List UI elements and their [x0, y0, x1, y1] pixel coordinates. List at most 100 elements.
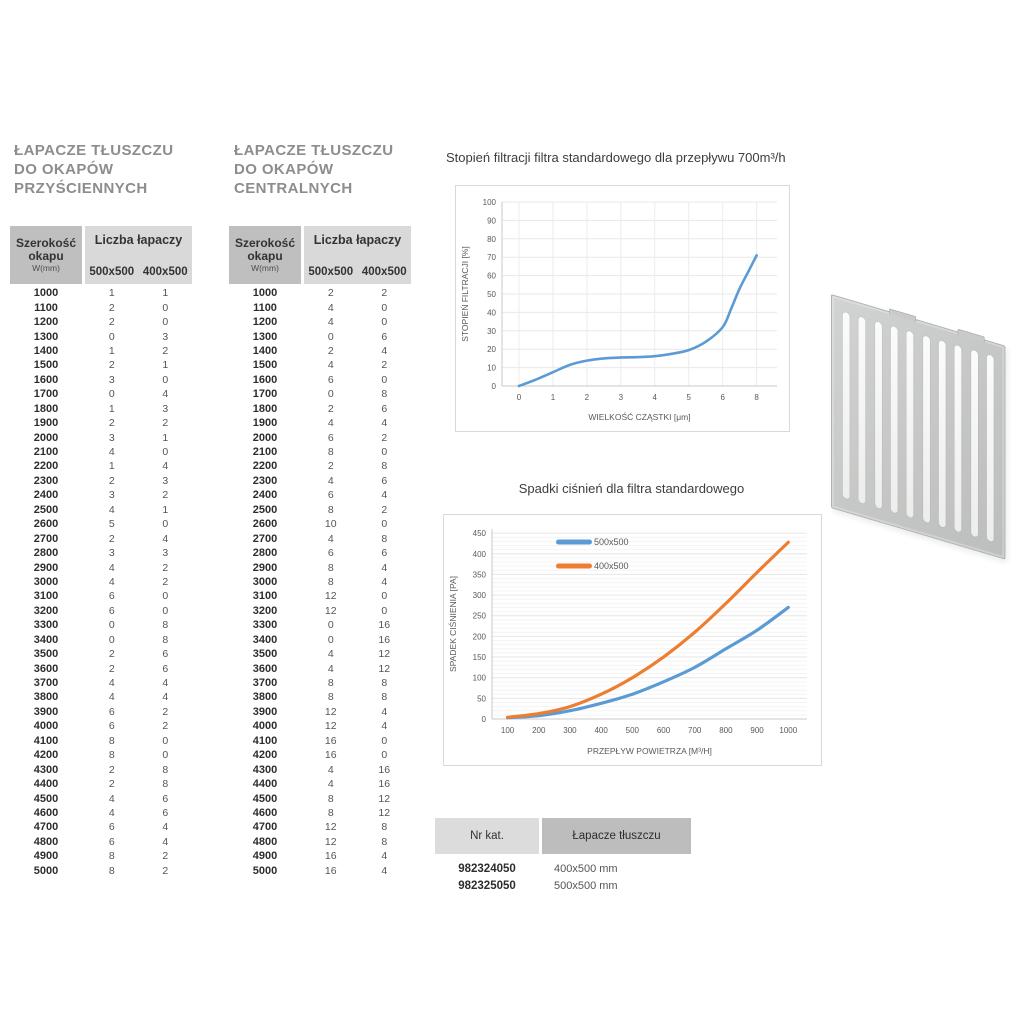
- table-row: 2600 5 0: [10, 517, 192, 531]
- hood-width-cell: 2600: [33, 518, 59, 531]
- hood-width-cell: 4700: [33, 821, 59, 834]
- trap-count-cell: 4: [327, 316, 334, 329]
- hood-width-cell: 3900: [33, 705, 59, 718]
- trap-count-cell: 8: [381, 460, 388, 473]
- hood-width-cell: 3700: [33, 677, 59, 690]
- trap-count-cell: 0: [162, 373, 169, 386]
- trap-count-cell: 2: [162, 489, 169, 502]
- svg-text:80: 80: [487, 235, 496, 244]
- trap-count-cell: 12: [324, 821, 337, 834]
- table-row: 3800 8 8: [229, 690, 411, 704]
- filter-mount-tab: [888, 308, 917, 323]
- hood-width-cell: 1700: [252, 388, 278, 401]
- trap-count-cell: 6: [327, 547, 334, 560]
- catalog-table-body: 982324050 400x500 mm 982325050 500x500 mm: [435, 860, 691, 894]
- hood-width-cell: 2200: [33, 460, 59, 473]
- filter-slot: [906, 330, 914, 519]
- table-row: 4100 16 0: [229, 734, 411, 748]
- legend: 500x500 400x500: [556, 537, 629, 571]
- x-axis-label: WIELKOŚĆ CZĄSTKI [μm]: [588, 411, 690, 422]
- trap-count-cell: 4: [381, 864, 388, 877]
- svg-text:900: 900: [750, 726, 764, 735]
- trap-count-cell: 1: [108, 402, 115, 415]
- hood-width-cell: 2600: [252, 518, 278, 531]
- trap-count-cell: 16: [378, 778, 391, 791]
- table-row: 1800 2 6: [229, 402, 411, 416]
- hood-width-cell: 1200: [252, 316, 278, 329]
- filter-slot: [890, 325, 898, 514]
- trap-count-cell: 12: [378, 806, 391, 819]
- table-row: 3700 8 8: [229, 676, 411, 690]
- trap-count-cell: 6: [162, 648, 169, 661]
- hood-width-cell: 1300: [33, 330, 59, 343]
- table-row: 2100 8 0: [229, 445, 411, 459]
- table-row: 3400 0 16: [229, 633, 411, 647]
- svg-text:350: 350: [473, 570, 487, 579]
- table-row: 2700 4 8: [229, 531, 411, 545]
- trap-count-cell: 4: [108, 806, 115, 819]
- trap-count-cell: 1: [162, 287, 169, 300]
- trap-count-cell: 0: [162, 301, 169, 314]
- legend-label: 400x500: [594, 561, 629, 571]
- trap-count-cell: 6: [108, 604, 115, 617]
- pressure-chart-title: Spadki ciśnień dla filtra standardowego: [518, 481, 745, 496]
- svg-text:20: 20: [487, 345, 496, 354]
- trap-count-cell: 2: [108, 763, 115, 776]
- trap-count-cell: 2: [327, 460, 334, 473]
- hood-width-cell: 3000: [33, 575, 59, 588]
- trap-count-cell: 8: [108, 850, 115, 863]
- trap-count-cell: 16: [324, 749, 337, 762]
- axis-tick-labels: 0 50 100 150 200 250 300 350 400 450 100 200 300 400 5…: [473, 529, 798, 735]
- trap-count-cell: 2: [327, 344, 334, 357]
- trap-count-cell: 3: [162, 547, 169, 560]
- hood-width-cell: 3500: [252, 648, 278, 661]
- table-row: 2400 3 2: [10, 488, 192, 502]
- svg-text:200: 200: [532, 726, 546, 735]
- trap-count-cell: 3: [162, 474, 169, 487]
- table-row: 4400 2 8: [10, 777, 192, 791]
- trap-count-cell: 2: [162, 417, 169, 430]
- table-row: 2600 10 0: [229, 517, 411, 531]
- svg-text:400: 400: [594, 726, 608, 735]
- trap-count-cell: 6: [162, 662, 169, 675]
- trap-count-cell: 6: [108, 821, 115, 834]
- trap-count-cell: 8: [381, 691, 388, 704]
- hood-width-cell: 1200: [33, 316, 59, 329]
- svg-text:700: 700: [688, 726, 702, 735]
- hood-width-cell: 2800: [252, 547, 278, 560]
- wall-hoods-title: ŁAPACZE TŁUSZCZU DO OKAPÓW PRZYŚCIENNYCH: [14, 141, 173, 198]
- table-row: 2300 4 6: [229, 474, 411, 488]
- trap-count-cell: 4: [381, 489, 388, 502]
- trap-count-cell: 8: [162, 763, 169, 776]
- hood-width-cell: 4300: [252, 763, 278, 776]
- table-row: 2300 2 3: [10, 474, 192, 488]
- svg-text:60: 60: [487, 272, 496, 281]
- hood-width-cell: 3800: [33, 691, 59, 704]
- trap-count-cell: 6: [162, 792, 169, 805]
- trap-count-cell: 4: [108, 691, 115, 704]
- trap-count-cell: 16: [378, 763, 391, 776]
- trap-count-cell: 4: [162, 691, 169, 704]
- trap-count-cell: 4: [327, 301, 334, 314]
- trap-count-cell: 0: [381, 373, 388, 386]
- table-row: 2800 6 6: [229, 546, 411, 560]
- trap-count-cell: 6: [108, 590, 115, 603]
- hood-width-cell: 3900: [252, 705, 278, 718]
- hood-width-column-header: Szerokość okapu W(mm): [10, 226, 82, 284]
- trap-count-cell: 6: [327, 373, 334, 386]
- grease-trap-header: Łapacze tłuszczu: [542, 818, 691, 854]
- pressure-chart-svg: 0 50 100 150 200 250 300 350 400 450 100 200 300 400 5…: [447, 529, 807, 756]
- header-size-500x500: 500x500: [89, 266, 135, 278]
- legend-swatch: [556, 539, 592, 545]
- svg-text:2: 2: [585, 393, 590, 402]
- trap-count-cell: 6: [381, 547, 388, 560]
- table-row: 2200 1 4: [10, 459, 192, 473]
- header-text: Szerokość: [234, 235, 296, 250]
- trap-count-cell: 8: [162, 633, 169, 646]
- hood-width-cell: 1800: [252, 402, 278, 415]
- trap-count-cell: 0: [108, 388, 115, 401]
- trap-count-cell: 4: [327, 474, 334, 487]
- hood-width-cell: 3700: [252, 677, 278, 690]
- hood-width-cell: 4400: [252, 778, 278, 791]
- svg-text:1: 1: [551, 393, 556, 402]
